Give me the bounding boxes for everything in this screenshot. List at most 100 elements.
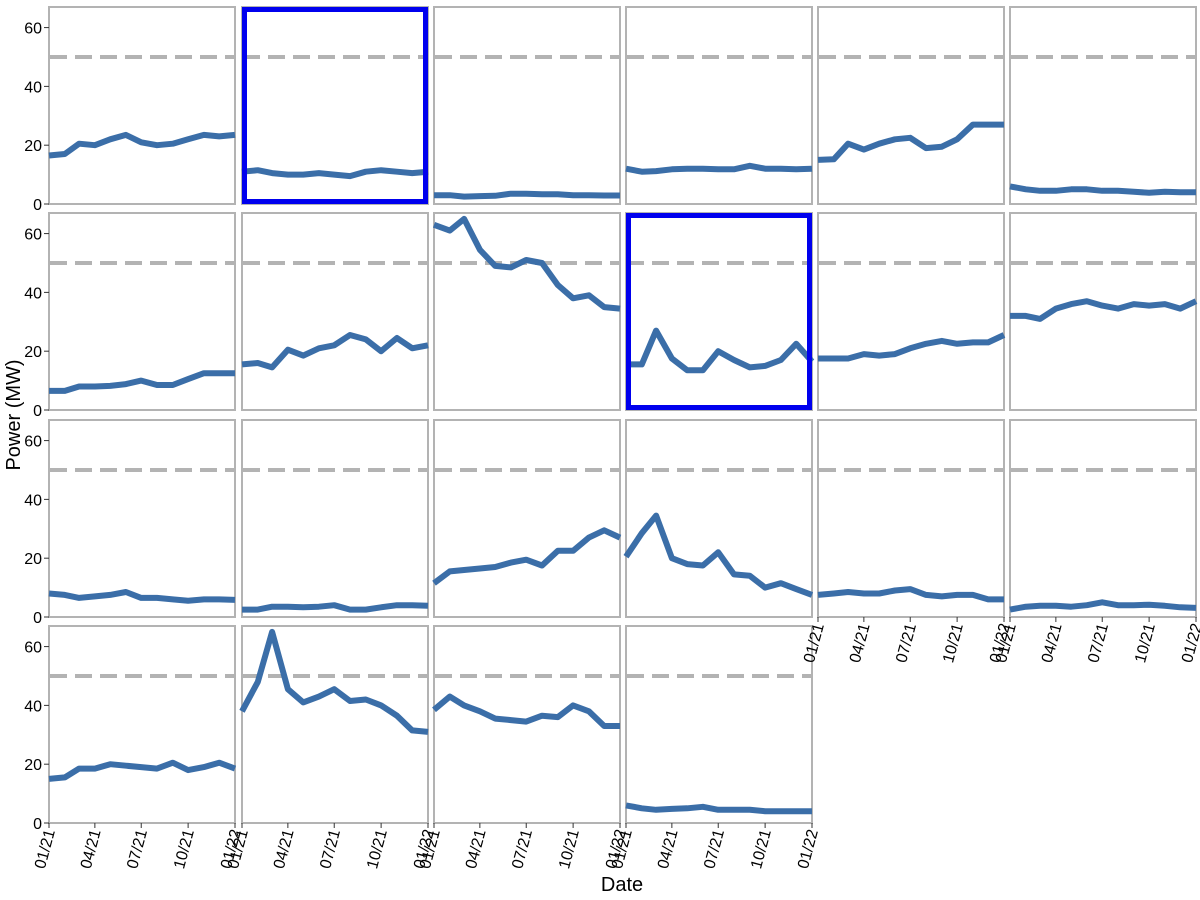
panel-frame: [433, 6, 621, 205]
y-tick-label: 0: [33, 816, 42, 833]
x-tick-label: 10/21: [940, 622, 967, 665]
panel-4: [625, 6, 813, 205]
x-tick-label: 10/21: [171, 828, 198, 871]
y-tick-label: 20: [24, 551, 42, 568]
panel-17: [817, 419, 1005, 618]
series-line: [241, 332, 429, 371]
series-line: [48, 759, 237, 782]
y-axis-ticks: 0 20 40 60 0 20 40 60 0 20 40 60 0 20 40 60: [24, 21, 49, 833]
y-tick-label: 20: [24, 757, 42, 774]
series-line: [242, 602, 429, 613]
series-line: [817, 121, 1004, 163]
panel-11: [817, 212, 1006, 411]
panel-frame: [241, 625, 429, 824]
y-tick-label: 60: [24, 227, 42, 244]
panel-7: [48, 212, 236, 411]
panel-frame: [817, 212, 1005, 411]
x-tick-label: 10/21: [556, 828, 583, 871]
panel-frame: [48, 419, 236, 618]
x-tick-label: 04/21: [463, 828, 490, 871]
panel-frame: [625, 6, 813, 205]
panel-21: [432, 625, 621, 824]
panel-frame: [1009, 6, 1197, 205]
panel-frame: [433, 419, 621, 618]
y-tick-label: 40: [24, 79, 42, 96]
panel-1: [48, 6, 236, 205]
series-line: [818, 332, 1006, 362]
series-line: [1010, 298, 1198, 322]
x-tick-label: 04/21: [1039, 622, 1066, 665]
x-tick-label: 10/21: [748, 828, 775, 871]
panel-10: [625, 212, 815, 411]
series-line: [626, 327, 815, 374]
panel-frame: [1009, 212, 1197, 411]
highlight-box: [626, 213, 812, 410]
y-tick-label: 40: [24, 285, 42, 302]
x-tick-label: 07/21: [893, 622, 920, 665]
series-line: [623, 512, 814, 598]
series-line: [432, 693, 620, 729]
panel-2: [241, 6, 429, 205]
panel-frame: [48, 6, 236, 205]
series-line: [434, 190, 620, 200]
series-line: [241, 167, 429, 180]
panel-frame: [48, 212, 236, 411]
panel-frame: [241, 419, 429, 618]
panel-20: [239, 625, 429, 824]
panel-15: [432, 419, 622, 618]
x-tick-label: 01/22: [1179, 622, 1200, 665]
x-tick-label: 04/21: [78, 828, 105, 871]
panel-6: [1009, 6, 1197, 205]
series-line: [625, 802, 812, 815]
y-tick-label: 20: [24, 138, 42, 155]
y-tick-label: 40: [24, 698, 42, 715]
series-line: [1009, 183, 1196, 196]
y-tick-label: 0: [33, 610, 42, 627]
y-tick-label: 60: [24, 640, 42, 657]
panel-13: [48, 419, 236, 618]
panel-12: [1009, 212, 1198, 411]
series-line: [239, 628, 429, 735]
y-tick-label: 60: [24, 21, 42, 38]
series-line: [432, 527, 622, 586]
panel-frame: [817, 419, 1005, 618]
y-tick-label: 0: [33, 197, 42, 214]
x-tick-label: 10/21: [364, 828, 391, 871]
panel-18: [1009, 419, 1197, 618]
series-line: [48, 589, 236, 604]
panel-frame: [625, 625, 813, 824]
panel-3: [433, 6, 621, 205]
x-tick-label: 01/22: [795, 828, 822, 871]
series-line: [817, 586, 1004, 603]
panel-9: [432, 212, 621, 411]
series-line: [432, 215, 621, 312]
series-line: [48, 131, 236, 159]
panel-frame: [625, 212, 813, 411]
x-tick-label: 04/21: [847, 622, 874, 665]
y-tick-label: 60: [24, 434, 42, 451]
x-tick-label: 07/21: [124, 828, 151, 871]
panel-frame: [1009, 419, 1197, 618]
x-tick-label: 07/21: [701, 828, 728, 871]
panel-22: [625, 625, 813, 824]
x-tick-label: 10/21: [1132, 622, 1159, 665]
x-axis-title: Date: [601, 874, 643, 896]
y-axis-title: Power (MW): [3, 359, 25, 470]
panel-8: [241, 212, 429, 411]
y-tick-label: 20: [24, 344, 42, 361]
panel-frame: [48, 625, 236, 824]
highlight-box: [242, 7, 428, 204]
y-tick-label: 40: [24, 492, 42, 509]
x-tick-label: 01/21: [32, 828, 59, 871]
panel-frame: [433, 625, 621, 824]
panel-frame: [241, 212, 429, 411]
panel-frame: [817, 6, 1005, 205]
x-tick-label: 07/21: [509, 828, 536, 871]
x-tick-label: 04/21: [271, 828, 298, 871]
x-tick-label: 07/21: [1085, 622, 1112, 665]
panel-19: [48, 625, 237, 824]
series-line: [1009, 599, 1197, 613]
panel-5: [817, 6, 1005, 205]
panel-16: [623, 419, 814, 618]
